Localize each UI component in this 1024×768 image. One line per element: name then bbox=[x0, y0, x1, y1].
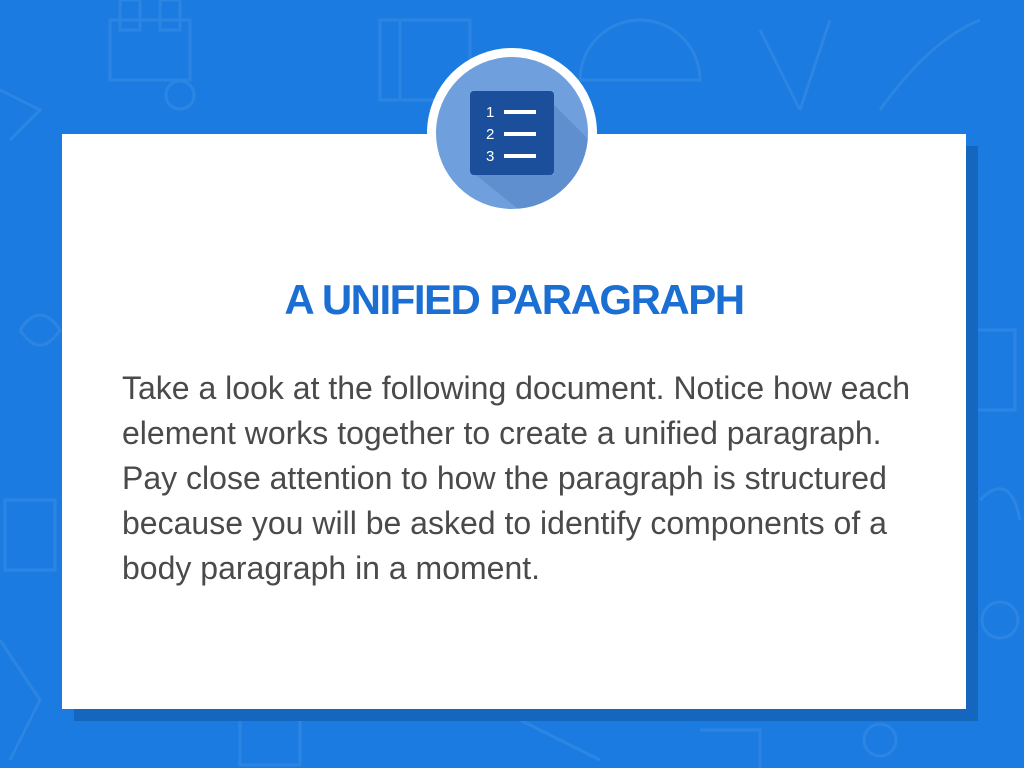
list-line-1 bbox=[504, 110, 536, 114]
list-number-2: 2 bbox=[486, 126, 494, 143]
slide-title: A UNIFIED PARAGRAPH bbox=[284, 276, 745, 323]
slide-body-text: Take a look at the following document. N… bbox=[122, 370, 911, 586]
badge: 1 2 3 bbox=[436, 57, 588, 209]
numbered-list-icon: 1 2 3 bbox=[470, 91, 588, 209]
list-number-1: 1 bbox=[486, 104, 494, 121]
list-line-2 bbox=[504, 132, 536, 136]
content-card bbox=[62, 134, 966, 709]
list-number-3: 3 bbox=[486, 148, 494, 165]
list-line-3 bbox=[504, 154, 536, 158]
